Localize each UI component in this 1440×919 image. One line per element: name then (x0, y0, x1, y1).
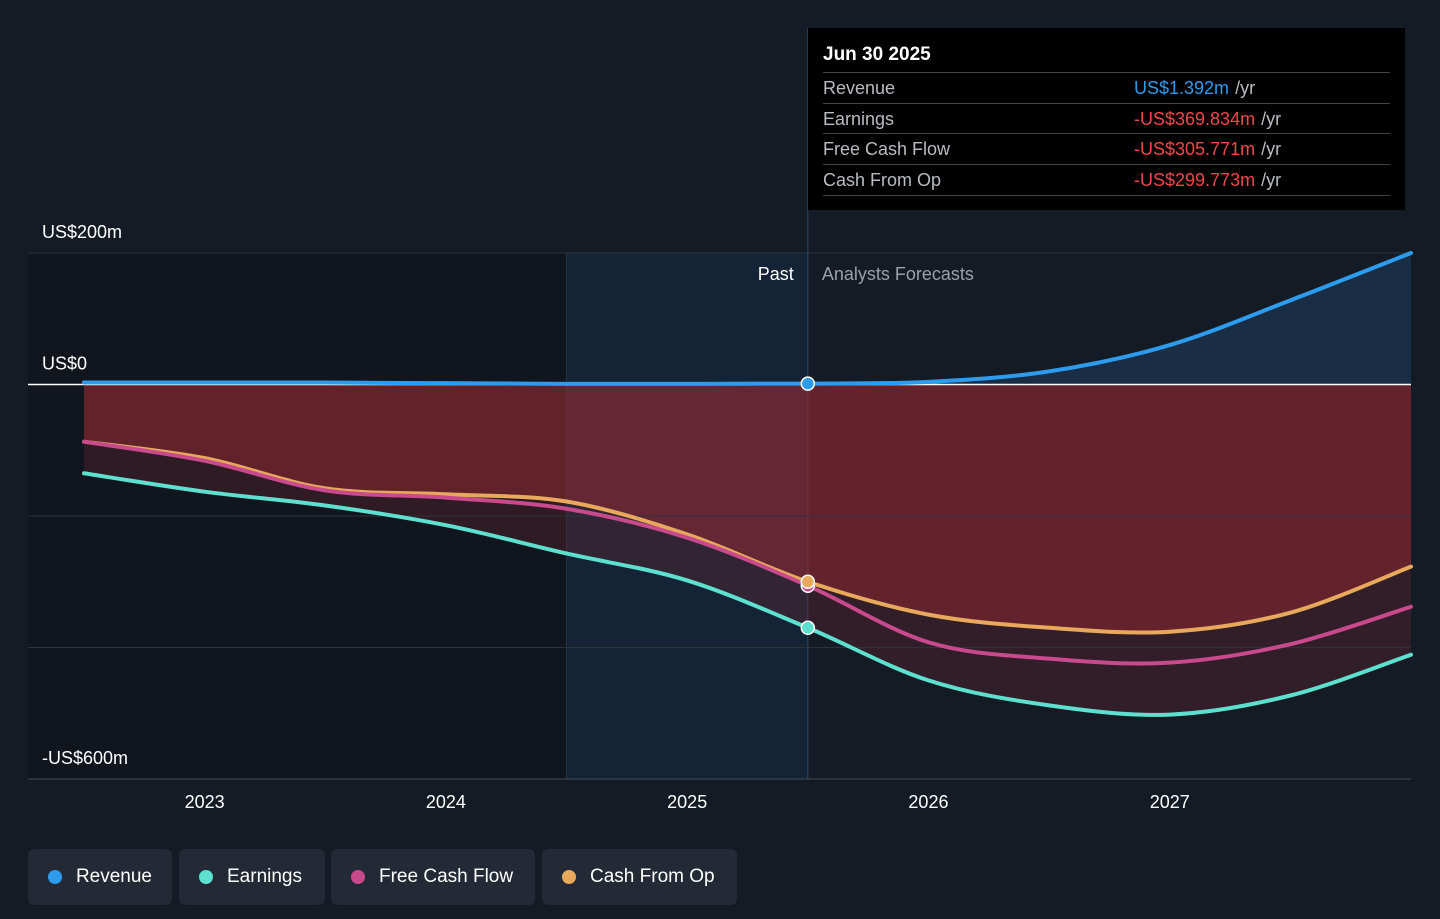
y-tick-label: US$200m (42, 222, 122, 242)
tooltip-amount: -US$369.834m (1134, 108, 1256, 129)
x-tick-label: 2024 (426, 792, 466, 812)
x-tick-label: 2025 (667, 792, 707, 812)
x-tick-label: 2023 (185, 792, 225, 812)
tooltip-row: Free Cash Flow -US$305.771m/yr (823, 133, 1390, 164)
legend-label: Earnings (227, 866, 302, 887)
tooltip-unit: /yr (1261, 108, 1282, 129)
tooltip-row: Cash From Op -US$299.773m/yr (823, 163, 1390, 196)
x-tick-label: 2027 (1150, 792, 1190, 812)
chart: US$200m US$0 -US$600m 2023 2024 2025 2026 2027 P… (28, 28, 1413, 812)
tooltip-label: Free Cash Flow (823, 139, 951, 159)
tooltip-amount: -US$305.771m (1134, 139, 1256, 159)
tooltip-amount: US$1.392m (1134, 78, 1230, 98)
tooltip-amount: -US$299.773m (1134, 169, 1256, 190)
legend-label: Free Cash Flow (379, 866, 514, 887)
legend-item-earnings[interactable]: Earnings (179, 849, 325, 905)
legend-label: Cash From Op (590, 866, 715, 887)
legend-label: Revenue (75, 866, 152, 887)
cash-from-op-marker (800, 574, 816, 589)
tooltip-unit: /yr (1261, 139, 1282, 159)
tooltip-value: -US$305.771m/yr (1134, 134, 1281, 164)
legend-dot-icon (199, 870, 213, 884)
free-cash-flow-line (82, 439, 1413, 666)
tooltip-unit: /yr (1235, 78, 1256, 98)
legend-item-cash-from-op[interactable]: Cash From Op (542, 849, 737, 905)
legend-item-free-cash-flow[interactable]: Free Cash Flow (331, 849, 535, 905)
revenue-marker (800, 376, 816, 391)
legend-item-revenue[interactable]: Revenue (28, 849, 172, 905)
x-tick-label: 2026 (908, 792, 948, 812)
forecast-label: Analysts Forecasts (822, 264, 974, 284)
legend-dot-icon (351, 870, 365, 884)
tooltip-label: Earnings (823, 108, 895, 129)
y-tick-label: -US$600m (42, 748, 128, 768)
revenue-area-fill (84, 253, 1411, 385)
tooltip-value: US$1.392m/yr (1134, 73, 1255, 103)
tooltip-value: -US$369.834m/yr (1134, 104, 1281, 134)
revenue-line (82, 251, 1413, 386)
legend-dot-icon (48, 870, 62, 884)
earnings-line (82, 471, 1413, 717)
legend-dot-icon (562, 870, 576, 884)
negative-area-fill (84, 384, 1411, 633)
tooltip-label: Cash From Op (823, 169, 942, 190)
tooltip: Jun 30 2025 Revenue US$1.392m/yr Earnings -… (808, 28, 1405, 210)
tooltip-date: Jun 30 2025 (823, 44, 931, 65)
tooltip-row: Revenue US$1.392m/yr (823, 72, 1390, 103)
y-tick-label: US$0 (42, 354, 87, 374)
tooltip-value: -US$299.773m/yr (1134, 165, 1281, 195)
tooltip-unit: /yr (1261, 169, 1282, 190)
tooltip-row: Earnings -US$369.834m/yr (823, 102, 1390, 134)
past-label: Past (758, 264, 794, 284)
earnings-marker (800, 620, 816, 636)
earnings-area-fill (84, 384, 1411, 715)
tooltip-label: Revenue (823, 78, 896, 98)
